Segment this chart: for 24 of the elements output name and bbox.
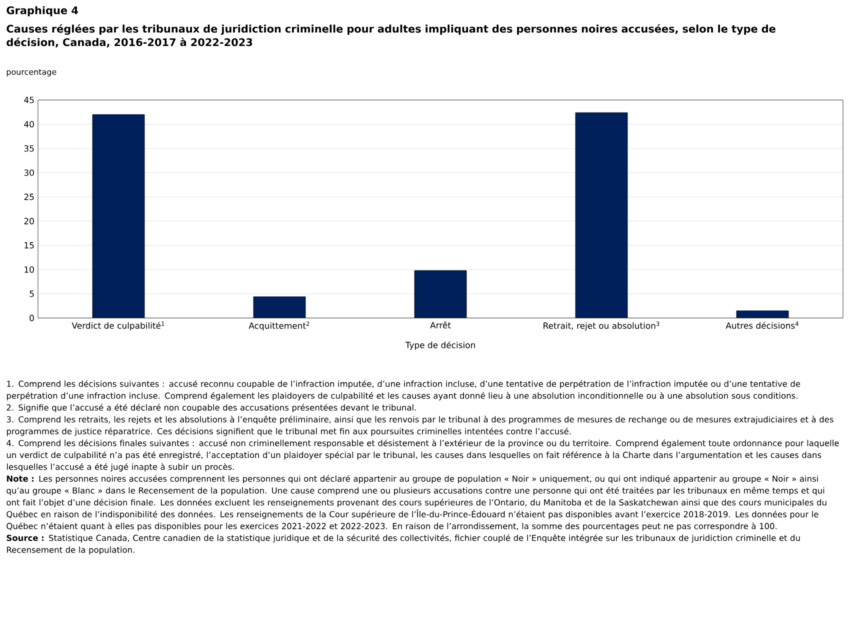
x-tick-label: Arrêt [430,322,451,328]
chart-subtitle: Causes réglées par les tribunaux de juridiction criminelle pour adultes impliquant des personnes noires accusées, selon le type de décision, Canada, 2016-2017 à 2022-2023 [6,24,776,48]
text: Source : Statistique Canada, Centre canadien de la statistique juridique et de la sécurité des collectivités, fichier couplé de l’Enquête intégrée sur les tribunaux de juridiction criminelle et du Recensement de la population. [6,534,800,555]
x-tick-label: Autres décisions$^{4}$ [726,322,799,329]
text: 2. Signifie que l’accusé a été déclaré non coupable des accusations présentées devant le tribunal. [6,404,416,412]
y-tick-label: 20 [24,218,34,224]
y-tick-label: 35 [24,145,34,152]
x-axis-title: Type de décision [405,341,475,350]
x-tick-label: Verdict de culpabilité$^{1}$ [72,322,164,330]
text: 3. Comprend les retraits, les rejets et les absolutions à l’enquête préliminaire, ainsi que les renvois par le tribunal à des programmes de mesures de rechange ou de mesures extrajudiciaires et à des programmes de justice réparatrice. Ces décisions signifient que le tribunal met fin aux poursuites criminelles intentées contre l’accusé. [6,416,834,436]
y-tick-label: 10 [24,266,34,273]
x-tick-label: Retrait, rejet ou absolution$^{3}$ [544,322,660,330]
text: 4. Comprend les décisions finales suivantes : accusé non criminellement responsable et désistement à l’extérieur de la province ou du territoire. Comprend également toute ordonnance pour laquelle un verdict de culpabilité n’a pas été enregistré, l’acceptation d’un plaidoyer spécial par le tribunal, les causes dans lesquelles on fait référence à la Charte dans l’argumentation et les causes dans lesquelles l’accusé a été jugé inapte à subir un procès. [6,439,839,472]
y-tick-label: 0 [30,314,34,322]
y-tick-label: 25 [24,194,34,200]
y-tick-label: 5 [30,290,34,297]
text: Note : Les personnes noires accusées comprennent les personnes qui ont déclaré appartenir au groupe de population « Noir » uniquement, ou qui ont indiqué appartenir au groupe « Noir » ainsi qu’au groupe « Blanc » dans le Recensement de la population. Une cause comprend une ou plusieurs accusations contre une personne qui ont été traitées par les tribunaux en même temps et qui ont fait l’objet d’une décision finale. Les données excluent les renseignements provenant des cours supérieures de l’Ontario, du Manitoba et de la Saskatchewan ainsi que des cours municipales du Québec en raison de l’indisponibilité des données. Les renseignements de la Cour supérieure de l’Île-du-Prince-Édouard n’étaient pas disponibles avant l’exercice 2018-2019. Les données pour le Québec n’étaient quant à elles pas disponibles pour les exercices 2021-2022 et 2022-2023. En raison de l’arrondissement, la somme des pourcentages peut ne pas correspondre à 100. [6,475,826,531]
y-tick-label: 40 [24,121,34,128]
y-tick-label: 45 [24,96,34,104]
chart-title: Graphique 4 [6,6,78,16]
y-tick-label: 15 [24,242,34,248]
x-tick-label: Acquittement$^{2}$ [248,322,310,330]
y-tick-label: 30 [24,169,34,176]
text: 1. Comprend les décisions suivantes : accusé reconnu coupable de l’infraction imputée, d’une infraction incluse, d’une tentative de perpétration de l’infraction imputée ou d’une tentative de perpétration d’une infraction incluse. Comprend également les plaidoyers de culpabilité et les causes ayant donné lieu à une absolution inconditionnelle ou à une absolution sous conditions. [6,380,800,400]
